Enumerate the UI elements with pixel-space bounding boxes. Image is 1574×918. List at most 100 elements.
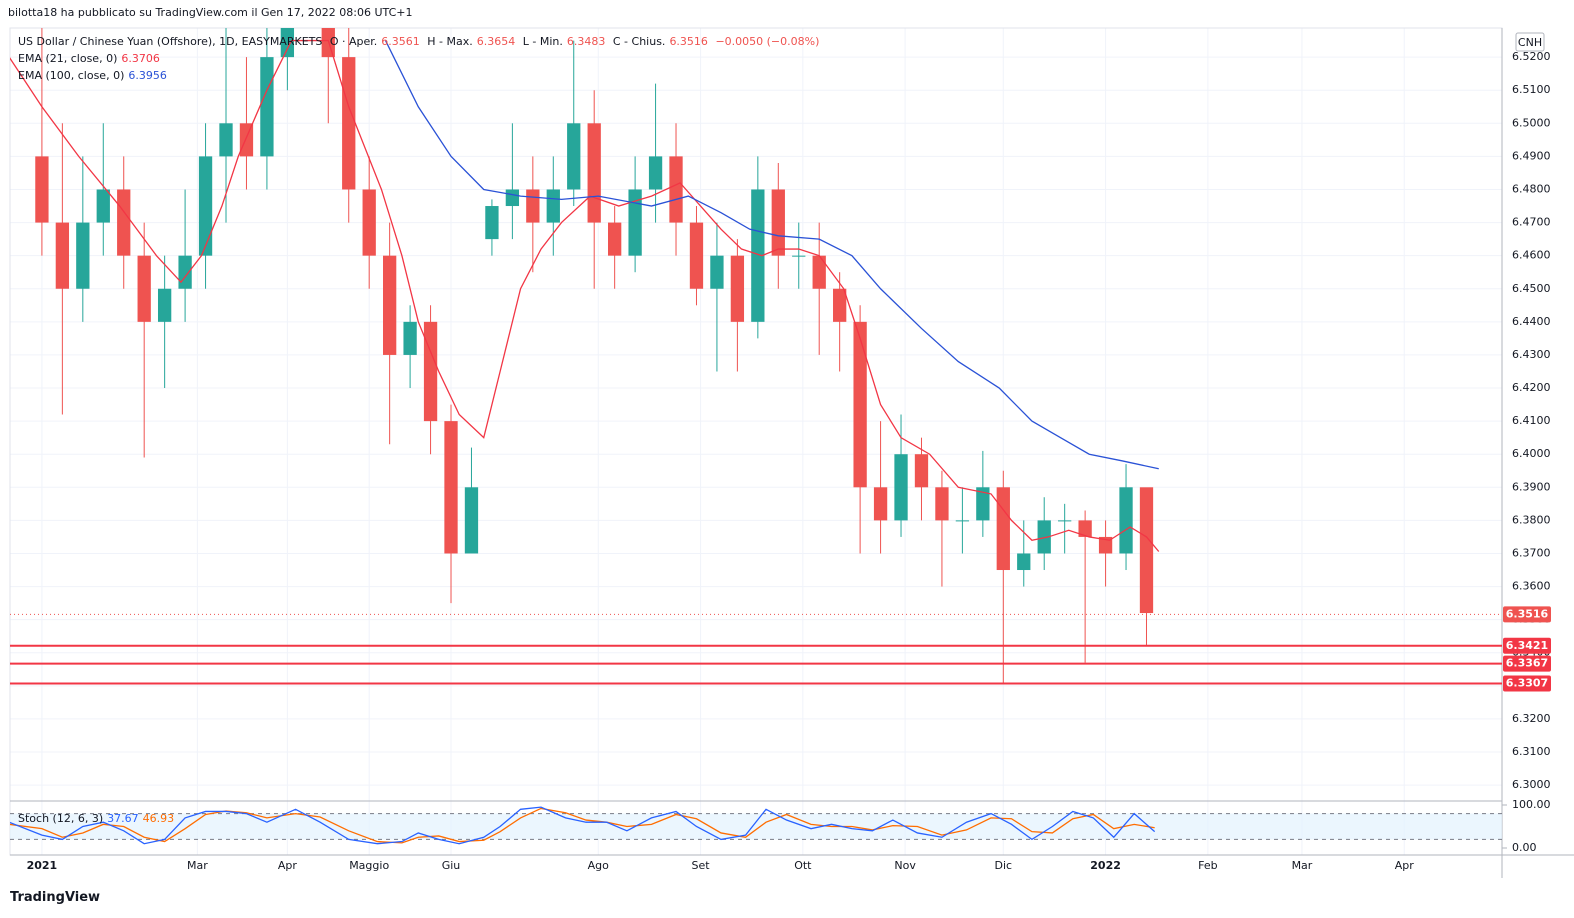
y-tick-label: 6.4600: [1512, 249, 1551, 262]
price-tag-label: 6.3367: [1506, 657, 1548, 670]
candle-body: [1098, 536, 1113, 554]
candle-body: [955, 520, 970, 522]
plot-frame: [9, 27, 1503, 856]
grid: [10, 28, 1502, 855]
candle-body: [546, 189, 560, 223]
y-tick-label: 6.4900: [1512, 149, 1551, 162]
x-tick-label: Mar: [187, 859, 208, 872]
stoch-name: Stoch (12, 6, 3): [18, 812, 104, 825]
candle-body: [157, 288, 172, 322]
low-name: L - Min.: [522, 35, 563, 48]
x-tick-label: 2021: [27, 859, 58, 872]
candle-body: [76, 222, 90, 289]
x-tick-label: Apr: [1395, 859, 1415, 872]
stoch-band: [10, 813, 1502, 840]
candle-body: [219, 123, 233, 157]
candle-body: [771, 189, 785, 256]
y-tick-label: 6.3800: [1512, 513, 1551, 526]
stoch-d: 46.93: [142, 812, 175, 825]
ema-last: 6.3956: [128, 69, 167, 82]
candle-body: [853, 321, 867, 488]
candle-body: [1058, 520, 1072, 522]
high-name: H - Max.: [427, 35, 473, 48]
y-tick-label: 6.3100: [1512, 745, 1551, 758]
y-tick-label: 6.5000: [1512, 116, 1551, 129]
candle-body: [976, 487, 990, 521]
y-tick-label: 6.4100: [1512, 414, 1551, 427]
legend-main: US Dollar / Chinese Yuan (Offshore), 1D,…: [18, 35, 823, 48]
currency: CNH: [1518, 36, 1542, 49]
candle-body: [178, 255, 192, 289]
ema-line: [10, 39, 1160, 552]
candle-body: [117, 189, 131, 256]
candle-body: [35, 156, 49, 223]
y-tick-label: 6.4800: [1512, 182, 1551, 195]
candle-body: [1037, 520, 1051, 554]
candle-body: [526, 189, 540, 223]
stoch-tick-label: 0.00: [1512, 841, 1537, 854]
x-tick-label: Ott: [794, 859, 812, 872]
stoch-tick-label: 100.00: [1512, 798, 1551, 811]
price-tag-label: 6.3421: [1506, 639, 1548, 652]
candle-body: [669, 156, 683, 223]
price-tag: [1503, 675, 1551, 692]
candle-body: [137, 255, 151, 322]
stoch-k: 37.67: [107, 812, 139, 825]
x-tick-label: Giu: [442, 859, 461, 872]
y-tick-label: 6.4700: [1512, 216, 1551, 229]
ema-name: EMA (100, close, 0): [18, 69, 125, 82]
candle-body: [383, 255, 397, 355]
candle-body: [423, 321, 438, 422]
header: bilotta18 ha pubblicato su TradingView.c…: [8, 6, 413, 19]
close-name: C - Chius.: [612, 35, 666, 48]
candle-body: [260, 57, 274, 157]
symbol: US Dollar / Chinese Yuan (Offshore), 1D,…: [18, 35, 323, 48]
legend-stoch: Stoch (12, 6, 3) 37.67 46.93: [18, 812, 178, 825]
y-tick-label: 6.5100: [1512, 83, 1551, 96]
candle-body: [239, 123, 254, 157]
x-tick-label: Set: [692, 859, 711, 872]
candle-body: [935, 487, 949, 521]
y-tick-label: 6.3700: [1512, 546, 1551, 559]
x-tick-label: Apr: [278, 859, 298, 872]
candle-body: [96, 189, 110, 223]
candle-body: [444, 421, 458, 554]
stoch-d-line: [10, 807, 1155, 844]
price-tag: [1503, 655, 1551, 672]
candle-body: [1017, 553, 1031, 571]
candle-body: [55, 222, 70, 289]
candle-body: [628, 189, 642, 256]
y-tick-label: 6.4200: [1512, 381, 1551, 394]
open: 6.3561: [381, 35, 420, 48]
y-tick-label: 6.3200: [1512, 712, 1551, 725]
candle-body: [403, 321, 417, 355]
y-tick-label: 6.3900: [1512, 480, 1551, 493]
candle-body: [730, 255, 745, 322]
x-tick-label: 2022: [1090, 859, 1121, 872]
currency-box: [1515, 32, 1545, 52]
y-tick-label: 6.3000: [1512, 778, 1551, 791]
y-tick-label: 6.5200: [1512, 50, 1551, 63]
candle-body: [567, 123, 581, 190]
candle-body: [689, 222, 704, 289]
x-tick-label: Maggio: [349, 859, 389, 872]
price-tag: [1503, 637, 1551, 654]
y-tick-label: 6.4000: [1512, 447, 1551, 460]
ema-line: [384, 40, 1159, 470]
change: −0.0050 (−0.08%): [715, 35, 820, 48]
x-tick-label: Feb: [1198, 859, 1217, 872]
x-tick-label: Ago: [588, 859, 610, 872]
candle-body: [587, 123, 601, 223]
price-tag-label: 6.3516: [1506, 607, 1549, 620]
candle-body: [812, 255, 826, 289]
high: 6.3654: [476, 35, 516, 48]
y-tick-label: 6.4300: [1512, 348, 1551, 361]
candle-body: [996, 487, 1010, 571]
candle-body: [342, 57, 356, 190]
candle-body: [464, 487, 479, 554]
price-tag: [1503, 606, 1551, 623]
close: 6.3516: [669, 35, 708, 48]
y-tick-label: 6.4400: [1512, 315, 1551, 328]
